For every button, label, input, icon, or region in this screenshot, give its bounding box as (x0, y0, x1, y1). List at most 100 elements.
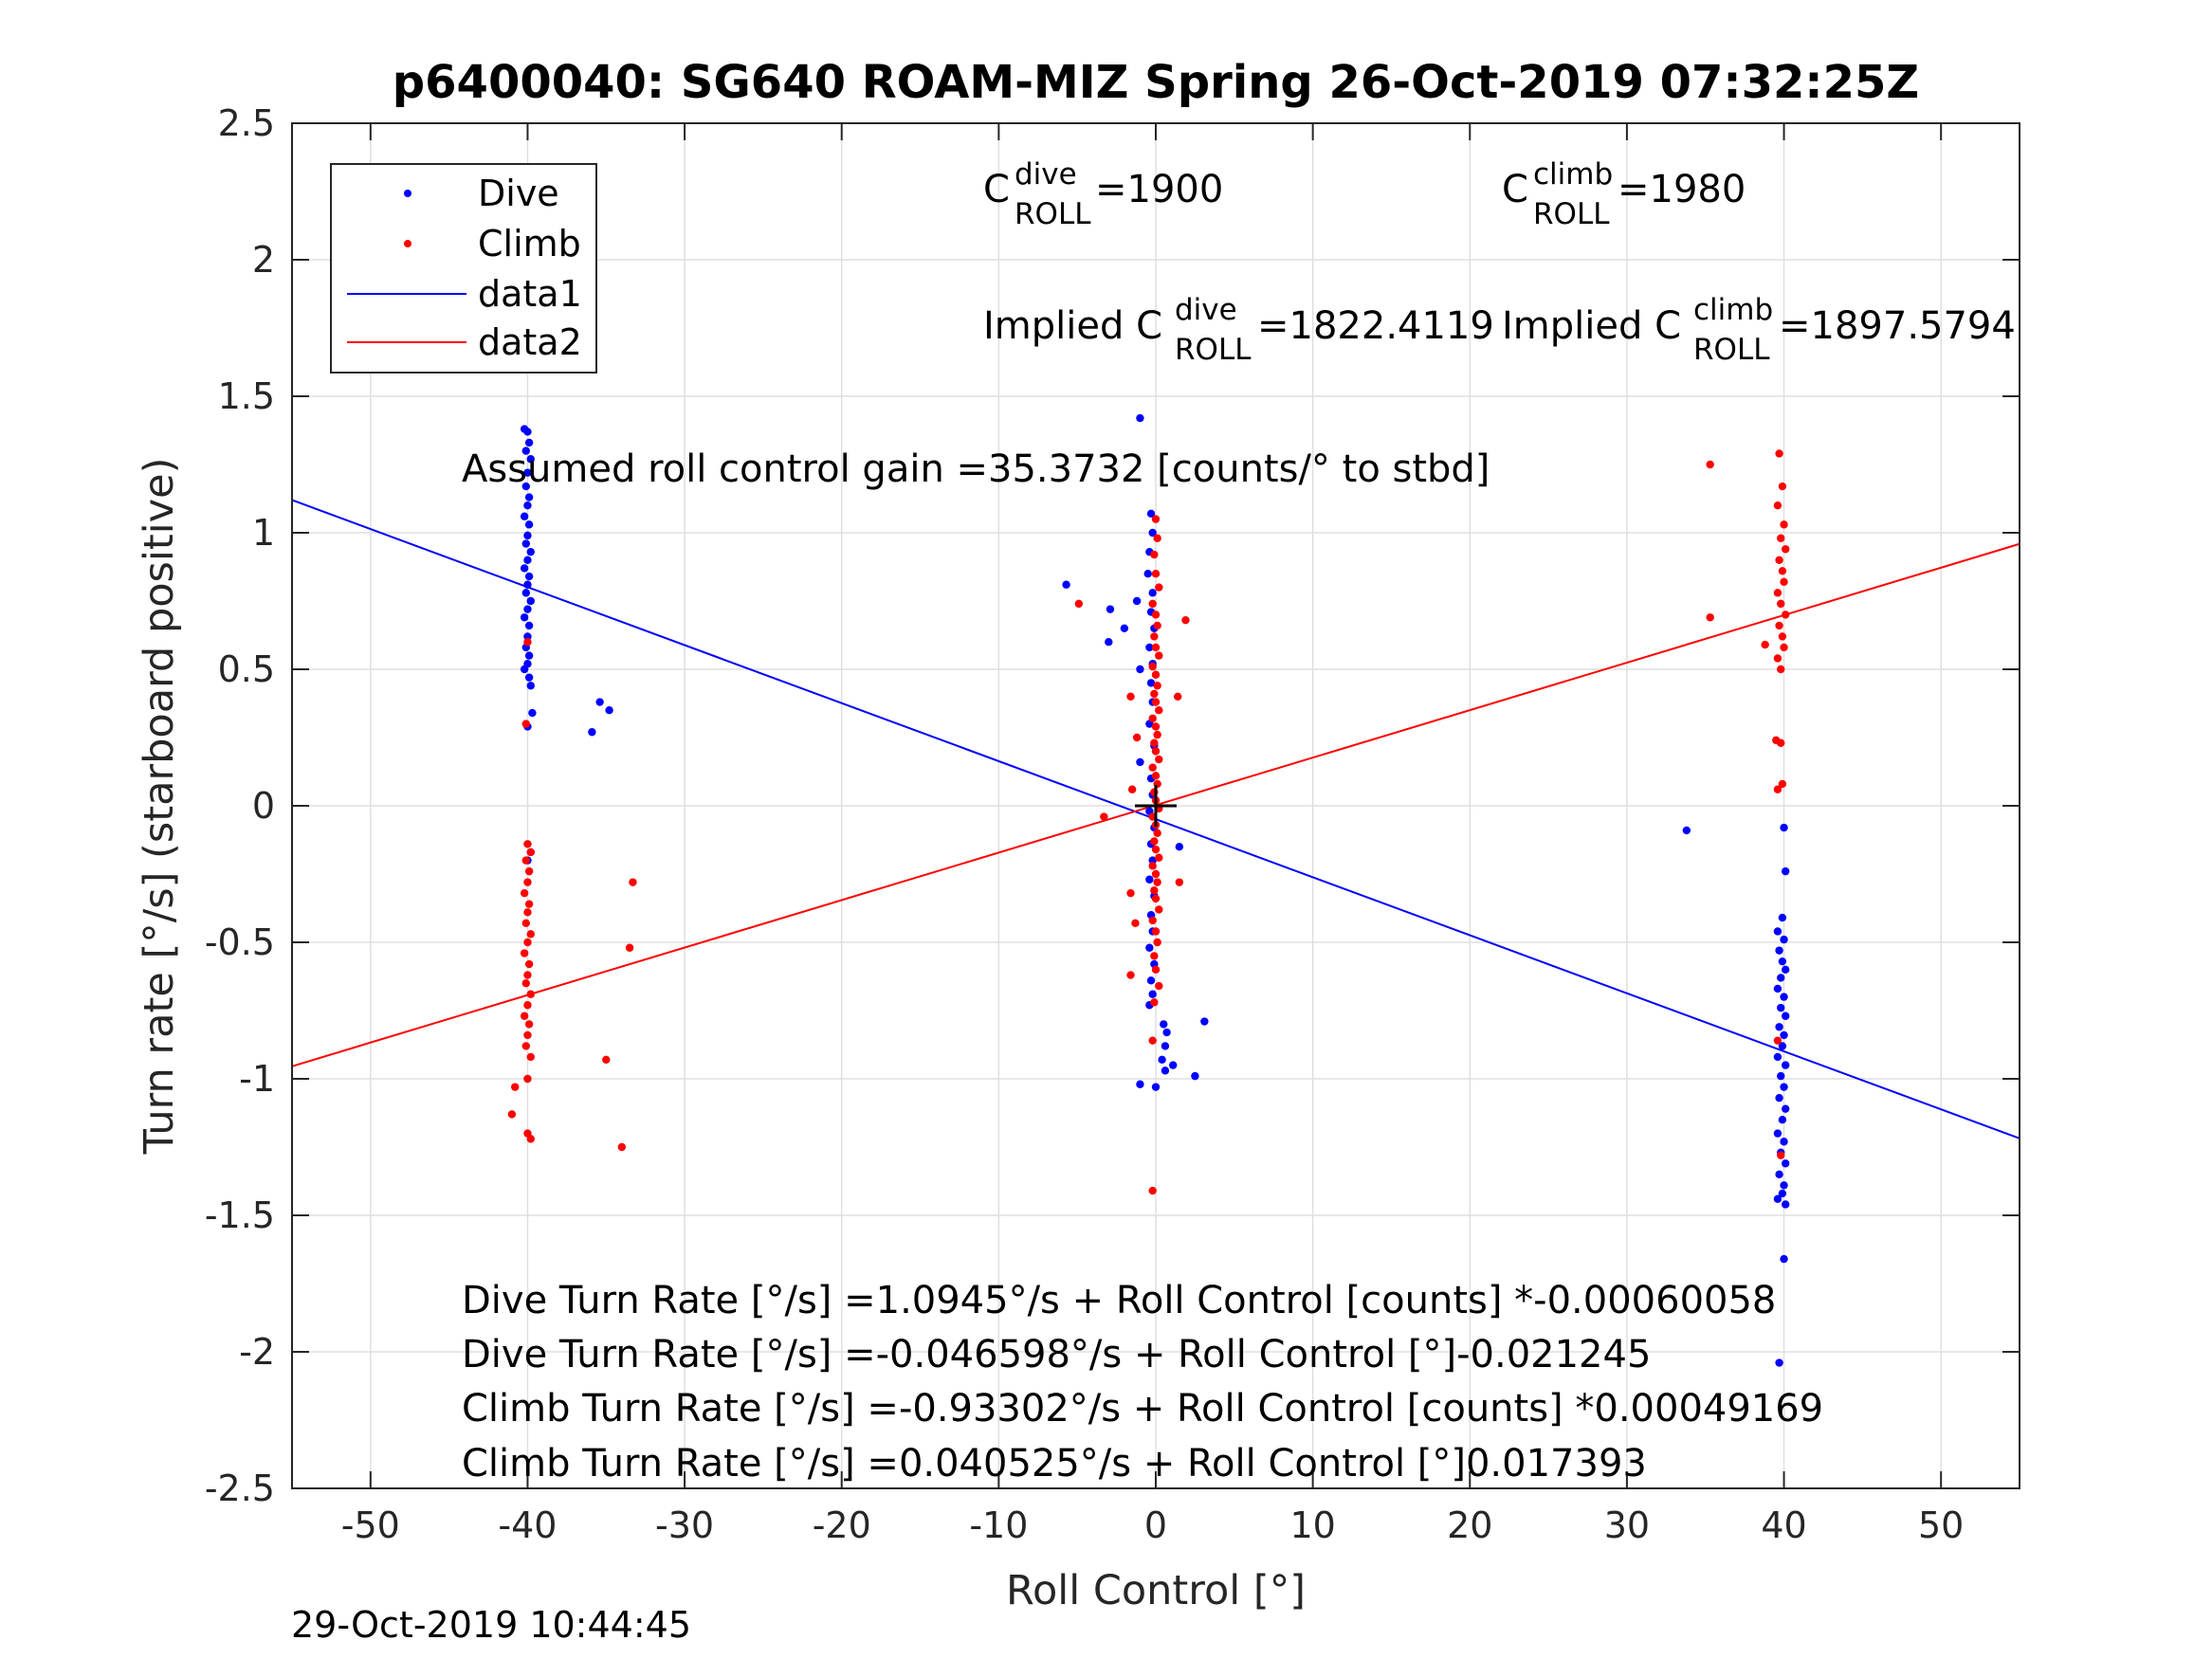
dive-point (523, 531, 532, 540)
c-roll-dive-superscript: dive (1015, 157, 1077, 191)
climb-point (1775, 556, 1783, 564)
x-tick-label: -10 (969, 1504, 1028, 1546)
implied-c-roll-climb-annotation: Implied C climb ROLL =1897.5794 (1502, 293, 2016, 367)
climb-point (629, 878, 637, 886)
dive-point (1773, 1129, 1782, 1138)
climb-point (1150, 998, 1159, 1007)
dive-point (521, 482, 530, 491)
legend-box (330, 163, 597, 374)
c-roll-climb-value: =1980 (1618, 168, 1746, 211)
dive-point (1120, 624, 1129, 632)
dive-point (1778, 957, 1787, 966)
x-tick-label: 20 (1447, 1504, 1492, 1546)
dive-point (520, 564, 529, 573)
climb-point (1153, 682, 1161, 690)
climb-point (1782, 611, 1790, 619)
dive-point (1773, 1052, 1782, 1062)
climb-point (1775, 449, 1783, 458)
dive-point (520, 613, 529, 622)
climb-point (1150, 952, 1159, 960)
climb-point (523, 878, 532, 886)
dive-point (1161, 1042, 1170, 1050)
climb-point (521, 720, 530, 728)
climb-point (1782, 545, 1790, 554)
climb-point (526, 990, 535, 998)
climb-point (520, 888, 529, 898)
climb-point (1773, 589, 1782, 597)
climb-point (1181, 615, 1190, 625)
dive-point (605, 706, 613, 715)
dive-point (524, 520, 534, 529)
climb-point (1151, 570, 1161, 578)
climb-point (1150, 886, 1159, 895)
climb-point (617, 1142, 627, 1152)
dive-point (1775, 1170, 1783, 1179)
dive-point (523, 632, 532, 641)
climb-point (1155, 583, 1163, 592)
dive-point (526, 682, 535, 690)
legend-data1-label: data1 (478, 273, 582, 315)
implied-climb-subscript: ROLL (1693, 333, 1770, 367)
dive-fit-counts-annotation: Dive Turn Rate [°/s] =1.0945°/s + Roll C… (462, 1279, 1776, 1322)
implied-dive-value: =1822.4119 (1257, 304, 1494, 348)
dive-point (524, 438, 534, 447)
dive-point (1773, 927, 1782, 936)
climb-point (1773, 654, 1782, 663)
climb-point (1148, 599, 1157, 609)
dive-point (1780, 1181, 1788, 1190)
y-tick-label: 0 (252, 785, 275, 827)
roll-gain-annotation: Assumed roll control gain =35.3732 [coun… (462, 447, 1490, 491)
climb-point (1151, 698, 1161, 706)
climb-point (523, 908, 532, 917)
climb-point (1153, 534, 1161, 542)
dive-point (1780, 1254, 1788, 1264)
climb-point (1151, 611, 1161, 619)
climb-point (521, 979, 530, 988)
dive-point (523, 428, 532, 436)
climb-point (1153, 938, 1161, 947)
y-axis-label: Turn rate [°/s] (starboard positive) (136, 458, 183, 1156)
climb-point (1151, 927, 1161, 936)
climb-fit-degrees-annotation: Climb Turn Rate [°/s] =0.040525°/s + Rol… (462, 1442, 1647, 1486)
c-roll-climb-symbol: C (1502, 168, 1528, 211)
dive-point (1778, 1042, 1787, 1050)
dive-point (524, 651, 534, 660)
dive-point (524, 673, 534, 682)
dive-point (588, 728, 596, 737)
dive-point (1777, 1003, 1785, 1012)
climb-point (1148, 662, 1157, 671)
climb-point (526, 848, 535, 857)
timestamp: 29-Oct-2019 10:44:45 (291, 1604, 691, 1646)
dive-point (1782, 1159, 1790, 1168)
y-tick-label: -2 (239, 1331, 275, 1373)
dive-point (1777, 974, 1785, 982)
y-tick-label: 1.5 (218, 375, 275, 417)
climb-point (1777, 534, 1785, 542)
dive-point (1169, 1061, 1178, 1069)
climb-point (1148, 862, 1157, 870)
implied-dive-subscript: ROLL (1175, 333, 1252, 367)
climb-point (1773, 1036, 1782, 1045)
dive-point (1780, 935, 1788, 944)
x-tick-label: 50 (1918, 1504, 1964, 1546)
dive-point (1191, 1071, 1199, 1081)
dive-point (1782, 1104, 1790, 1113)
climb-point (1155, 905, 1163, 914)
climb-point (507, 1110, 517, 1119)
dive-point (523, 605, 532, 613)
dive-point (1780, 823, 1788, 832)
x-tick-label: 40 (1761, 1504, 1806, 1546)
climb-point (1153, 730, 1161, 739)
climb-point (1777, 738, 1785, 747)
climb-point (1155, 981, 1163, 991)
climb-point (1131, 919, 1140, 928)
climb-point (625, 943, 634, 952)
dive-point (1778, 1189, 1787, 1198)
dive-point (1780, 1083, 1788, 1091)
y-tick-labels: -2.5 -2 -1.5 -1 -0.5 0 0.5 1 1.5 2 2.5 (205, 102, 275, 1509)
climb-point (1126, 971, 1135, 979)
legend-climb-label: Climb (478, 223, 581, 264)
dive-point (1136, 665, 1144, 674)
climb-point (526, 930, 535, 939)
